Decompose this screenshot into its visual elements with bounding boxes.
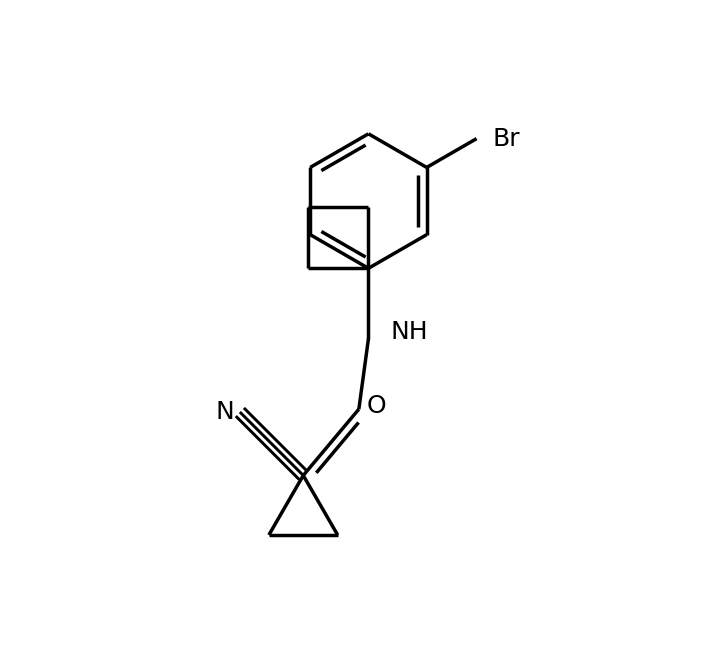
Text: N: N: [216, 400, 235, 424]
Text: O: O: [367, 394, 386, 418]
Text: NH: NH: [391, 320, 428, 344]
Text: Br: Br: [493, 127, 520, 151]
